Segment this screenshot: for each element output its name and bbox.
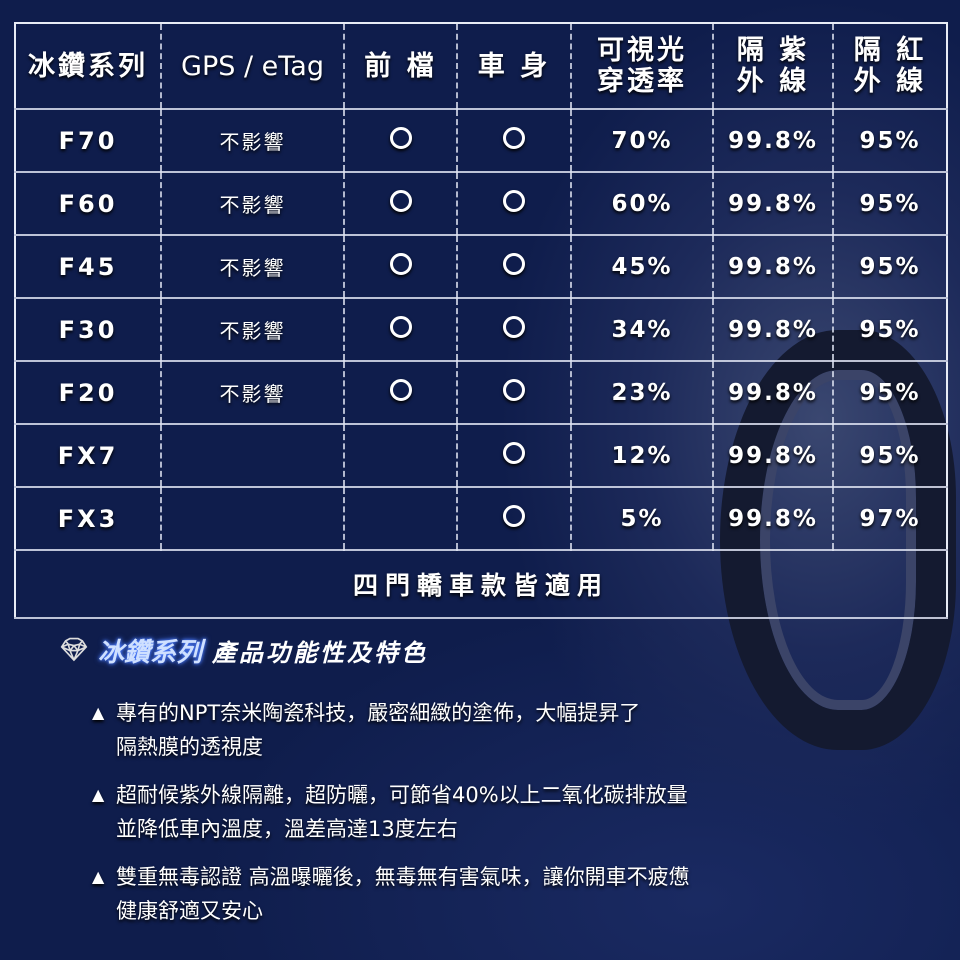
series-cell: F45 bbox=[58, 252, 118, 281]
front-cell bbox=[343, 361, 457, 424]
gps-cell: 不影響 bbox=[160, 172, 344, 235]
circle-mark-icon bbox=[389, 252, 412, 275]
vlt-cell: 34% bbox=[570, 298, 713, 361]
vlt-cell: 23% bbox=[570, 361, 713, 424]
triangle-bullet-icon: ▲ bbox=[92, 785, 105, 804]
table-row: FX7 12% 99.8% 95% bbox=[15, 424, 947, 487]
triangle-bullet-icon: ▲ bbox=[92, 703, 105, 722]
series-cell: F60 bbox=[58, 189, 118, 218]
table-row: F20 不影響 23% 99.8% 95% bbox=[15, 361, 947, 424]
circle-mark-icon bbox=[389, 126, 412, 149]
vlt-cell: 12% bbox=[570, 424, 713, 487]
gps-cell bbox=[160, 487, 344, 550]
table-row: F45 不影響 45% 99.8% 95% bbox=[15, 235, 947, 298]
body-cell bbox=[456, 424, 571, 487]
column-header: 車 身 bbox=[456, 23, 571, 109]
uv-cell: 99.8% bbox=[712, 487, 833, 550]
features-title-highlight: 冰鑽系列 bbox=[97, 638, 202, 668]
body-cell bbox=[456, 361, 571, 424]
gps-cell: 不影響 bbox=[160, 109, 344, 172]
series-cell: FX3 bbox=[57, 504, 119, 533]
feature-item: ▲ 雙重無毒認證 高溫曝曬後，無毒無有害氣味，讓你開車不疲憊 健康舒適又安心 bbox=[92, 860, 912, 928]
ir-cell: 95% bbox=[832, 235, 947, 298]
column-header: 隔 紫 外 線 bbox=[712, 23, 833, 109]
uv-cell: 99.8% bbox=[712, 424, 833, 487]
front-cell bbox=[343, 109, 457, 172]
circle-mark-icon bbox=[389, 189, 412, 212]
gps-cell: 不影響 bbox=[160, 235, 344, 298]
body-cell bbox=[456, 235, 571, 298]
gps-cell bbox=[160, 424, 344, 487]
uv-cell: 99.8% bbox=[712, 298, 833, 361]
vlt-cell: 70% bbox=[570, 109, 713, 172]
column-header: GPS / eTag bbox=[160, 23, 344, 109]
uv-cell: 99.8% bbox=[712, 109, 833, 172]
ir-cell: 95% bbox=[832, 424, 947, 487]
series-cell: F70 bbox=[58, 126, 118, 155]
series-cell: F30 bbox=[58, 315, 118, 344]
circle-mark-icon bbox=[503, 189, 525, 212]
table-row: FX3 5% 99.8% 97% bbox=[15, 487, 947, 550]
series-cell: FX7 bbox=[57, 441, 119, 470]
ir-cell: 97% bbox=[832, 487, 947, 550]
gps-cell: 不影響 bbox=[160, 361, 344, 424]
table-row: F60 不影響 60% 99.8% 95% bbox=[15, 172, 947, 235]
uv-cell: 99.8% bbox=[712, 235, 833, 298]
table-row: F70 不影響 70% 99.8% 95% bbox=[15, 109, 947, 172]
circle-mark-icon bbox=[389, 378, 412, 401]
body-cell bbox=[456, 109, 571, 172]
feature-text: 超耐候紫外線隔離，超防曬，可節省40%以上二氧化碳排放量 並降低車內溫度，溫差高… bbox=[116, 783, 688, 841]
circle-mark-icon bbox=[503, 126, 525, 149]
circle-mark-icon bbox=[503, 441, 525, 464]
table-header-row: 冰鑽系列 GPS / eTag 前 檔車 身可視光 穿透率隔 紫 外 線隔 紅 外 … bbox=[15, 23, 947, 109]
table-row: F30 不影響 34% 99.8% 95% bbox=[15, 298, 947, 361]
feature-text: 專有的NPT奈米陶瓷科技，嚴密細緻的塗佈，大幅提昇了 隔熱膜的透視度 bbox=[116, 701, 641, 759]
body-cell bbox=[456, 487, 571, 550]
ir-cell: 95% bbox=[832, 172, 947, 235]
spec-table: 冰鑽系列 GPS / eTag 前 檔車 身可視光 穿透率隔 紫 外 線隔 紅 外 … bbox=[14, 22, 948, 619]
front-cell bbox=[343, 235, 457, 298]
table-footer: 四門轎車款皆適用 bbox=[352, 571, 609, 600]
feature-text: 雙重無毒認證 高溫曝曬後，無毒無有害氣味，讓你開車不疲憊 健康舒適又安心 bbox=[116, 865, 690, 923]
circle-mark-icon bbox=[503, 378, 525, 401]
vlt-cell: 45% bbox=[570, 235, 713, 298]
vlt-cell: 5% bbox=[570, 487, 713, 550]
body-cell bbox=[456, 298, 571, 361]
column-header: 冰鑽系列 bbox=[28, 50, 148, 82]
front-cell bbox=[343, 487, 457, 550]
circle-mark-icon bbox=[503, 504, 525, 527]
front-cell bbox=[343, 172, 457, 235]
front-cell bbox=[343, 298, 457, 361]
column-header: 可視光 穿透率 bbox=[570, 23, 713, 109]
column-header: 前 檔 bbox=[343, 23, 457, 109]
feature-item: ▲ 專有的NPT奈米陶瓷科技，嚴密細緻的塗佈，大幅提昇了 隔熱膜的透視度 bbox=[92, 696, 912, 764]
features-title-rest: 產品功能性及特色 bbox=[211, 639, 428, 667]
uv-cell: 99.8% bbox=[712, 172, 833, 235]
column-header: 隔 紅 外 線 bbox=[832, 23, 947, 109]
features-title: 💎︎ 冰鑽系列 產品功能性及特色 bbox=[60, 632, 428, 669]
ir-cell: 95% bbox=[832, 109, 947, 172]
ir-cell: 95% bbox=[832, 361, 947, 424]
gps-cell: 不影響 bbox=[160, 298, 344, 361]
uv-cell: 99.8% bbox=[712, 361, 833, 424]
series-cell: F20 bbox=[58, 378, 118, 407]
body-cell bbox=[456, 172, 571, 235]
circle-mark-icon bbox=[503, 315, 525, 338]
circle-mark-icon bbox=[503, 252, 525, 275]
front-cell bbox=[343, 424, 457, 487]
features-list: ▲ 專有的NPT奈米陶瓷科技，嚴密細緻的塗佈，大幅提昇了 隔熱膜的透視度 ▲ 超耐候紫… bbox=[92, 696, 912, 942]
feature-item: ▲ 超耐候紫外線隔離，超防曬，可節省40%以上二氧化碳排放量 並降低車內溫度，溫差… bbox=[92, 778, 912, 846]
ir-cell: 95% bbox=[832, 298, 947, 361]
vlt-cell: 60% bbox=[570, 172, 713, 235]
circle-mark-icon bbox=[389, 315, 412, 338]
diamond-icon: 💎︎ bbox=[60, 638, 88, 663]
triangle-bullet-icon: ▲ bbox=[92, 867, 105, 886]
